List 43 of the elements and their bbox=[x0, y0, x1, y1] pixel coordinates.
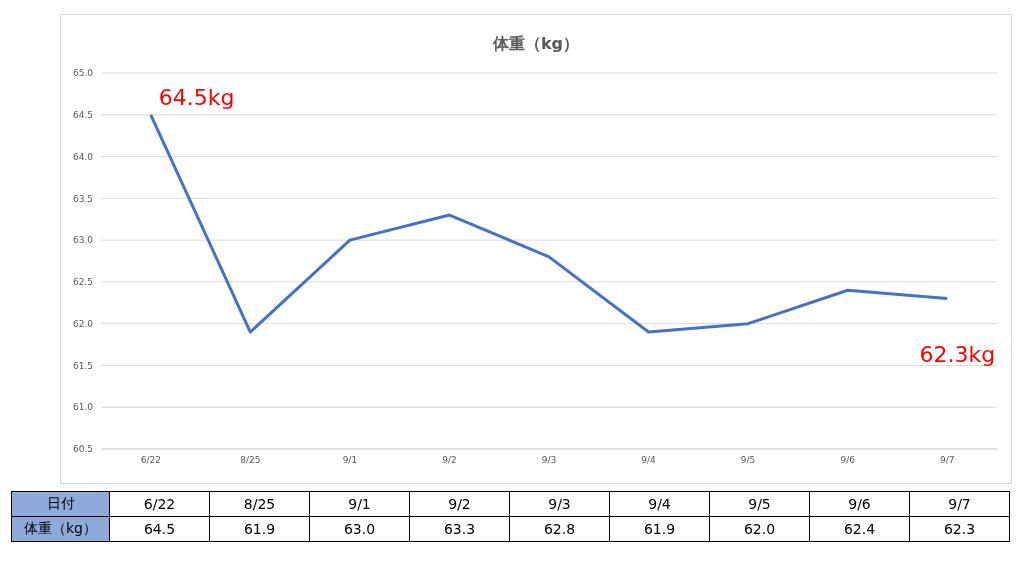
category-label: 8/25 bbox=[243, 496, 276, 512]
category-label: 9/3 bbox=[548, 496, 571, 512]
data-label: 61.9 bbox=[609, 516, 710, 542]
category-label: 9/4 bbox=[648, 496, 671, 512]
category-label: 9/7 bbox=[948, 496, 971, 512]
x-axis-title: 日付 bbox=[11, 491, 110, 517]
annotation: 62.3kg bbox=[919, 341, 996, 367]
category-label: 9/6 bbox=[848, 496, 871, 512]
data-label: 61.9 bbox=[209, 516, 310, 542]
y-tick-label: 62.5 bbox=[72, 277, 93, 288]
y-tick-label: 64.5 bbox=[72, 109, 93, 120]
x-tick-label: 8/25 bbox=[240, 455, 261, 466]
data-label: 62.8 bbox=[509, 516, 610, 542]
x-tick-label: 6/22 bbox=[140, 455, 161, 466]
x-tick-label: 9/2 bbox=[442, 455, 457, 466]
x-tick-label: 9/3 bbox=[541, 455, 557, 466]
y-tick-label: 62.0 bbox=[72, 318, 94, 329]
x-tick-label: 9/7 bbox=[939, 455, 955, 466]
category-label: 9/2 bbox=[448, 496, 471, 512]
annotation: 64.5kg bbox=[158, 84, 235, 110]
y-tick-label: 64.0 bbox=[72, 151, 94, 162]
chart-title: 体重（kg） bbox=[491, 34, 580, 53]
x-tick-label: 9/6 bbox=[840, 455, 856, 466]
category-label: 9/1 bbox=[348, 496, 371, 512]
data-label: 62.0 bbox=[709, 516, 810, 542]
y-tick-label: 61.5 bbox=[72, 360, 93, 371]
y-tick-label: 61.0 bbox=[72, 402, 94, 413]
y-tick-label: 65.0 bbox=[72, 68, 94, 79]
x-tick-label: 9/1 bbox=[342, 455, 358, 466]
x-tick-label: 9/4 bbox=[641, 455, 657, 466]
data-label: 63.0 bbox=[309, 516, 410, 542]
data-label: 64.5 bbox=[109, 516, 210, 542]
data-label: 63.3 bbox=[409, 516, 510, 542]
category-label: 9/5 bbox=[748, 496, 771, 512]
y-tick-label: 63.5 bbox=[72, 193, 93, 204]
category-label: 6/22 bbox=[143, 496, 176, 512]
x-tick-label: 9/5 bbox=[740, 455, 756, 466]
y-tick-label: 63.0 bbox=[72, 235, 94, 246]
y-tick-label: 60.5 bbox=[72, 444, 93, 455]
data-label: 62.3 bbox=[909, 516, 1010, 542]
y-axis-title: 体重（kg） bbox=[11, 516, 110, 542]
line-series bbox=[149, 113, 949, 334]
data-label: 62.4 bbox=[809, 516, 910, 542]
